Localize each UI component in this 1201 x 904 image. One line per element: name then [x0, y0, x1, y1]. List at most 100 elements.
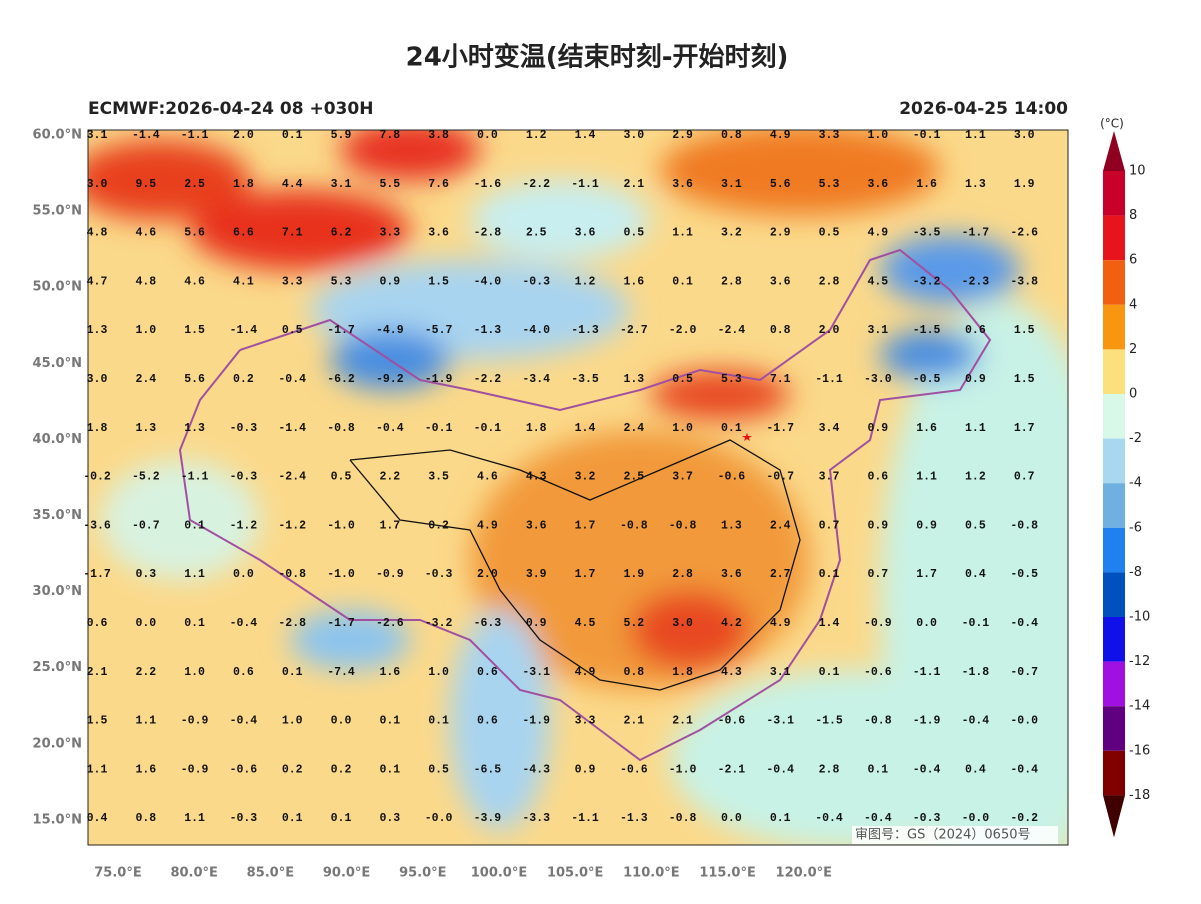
lat-label: 30.0°N: [33, 584, 82, 599]
station-value: 0.8: [623, 666, 644, 679]
map-frame: [87, 129, 1069, 846]
station-value: -7.4: [327, 666, 355, 679]
station-value: 2.0: [477, 568, 498, 581]
station-value: -3.0: [864, 373, 892, 386]
station-value: 0.7: [867, 568, 888, 581]
model-info: ECMWF:2026-04-24 08 +030H: [88, 99, 373, 119]
station-value: 5.9: [331, 129, 352, 142]
station-value: 7.1: [282, 227, 303, 240]
station-value: -6.2: [327, 373, 355, 386]
station-value: -0.1: [425, 422, 453, 435]
valid-time: 2026-04-25 14:00: [899, 99, 1068, 119]
station-value: -1.0: [327, 519, 355, 532]
station-value: 1.1: [184, 812, 205, 825]
station-value: -0.8: [669, 812, 697, 825]
station-value: 6.2: [331, 227, 352, 240]
station-value: 0.8: [721, 129, 742, 142]
station-value: -0.4: [766, 763, 794, 776]
lat-label: 40.0°N: [33, 432, 82, 447]
station-value: 1.7: [575, 568, 596, 581]
station-value: -1.4: [230, 324, 258, 337]
station-value: 1.7: [916, 568, 937, 581]
station-value: -2.8: [474, 227, 502, 240]
station-value: -0.4: [278, 373, 306, 386]
station-value: 3.0: [87, 178, 108, 191]
station-value: 2.1: [623, 178, 644, 191]
station-value: 0.1: [282, 666, 303, 679]
station-value: -0.2: [83, 471, 111, 484]
colorbar-label: -12: [1129, 654, 1150, 669]
station-value: 3.1: [867, 324, 888, 337]
station-value: 1.1: [965, 422, 986, 435]
station-value: 0.1: [282, 129, 303, 142]
station-value: 3.7: [672, 471, 693, 484]
station-value: -4.0: [522, 324, 550, 337]
station-value: 1.3: [623, 373, 644, 386]
colorbar-label: 10: [1129, 164, 1146, 179]
lon-label: 100.0°E: [471, 866, 528, 881]
colorbar-segment: [1103, 483, 1125, 528]
station-value: 1.4: [575, 422, 596, 435]
colorbar-segment: [1103, 706, 1125, 751]
station-value: 1.6: [135, 763, 156, 776]
station-value: 0.5: [428, 763, 449, 776]
colorbar-segment: [1103, 349, 1125, 394]
lon-label: 110.0°E: [623, 866, 680, 881]
station-value: 1.3: [965, 178, 986, 191]
colorbar-unit: (°C): [1100, 117, 1124, 131]
station-value: 0.1: [867, 763, 888, 776]
station-value: 2.5: [526, 227, 547, 240]
station-value: -1.3: [474, 324, 502, 337]
station-value: -0.5: [913, 373, 941, 386]
station-value: -1.7: [83, 568, 111, 581]
station-value: 0.2: [282, 763, 303, 776]
station-value: 1.4: [575, 129, 596, 142]
station-value: 0.6: [87, 617, 108, 630]
station-value: 0.4: [965, 763, 986, 776]
lon-label: 90.0°E: [323, 866, 370, 881]
station-value: -0.7: [766, 471, 794, 484]
colorbar-arrow: [1103, 131, 1125, 171]
station-value: -0.3: [425, 568, 453, 581]
station-value: -0.5: [1010, 568, 1038, 581]
station-value: 1.2: [526, 129, 547, 142]
station-value: 5.3: [331, 275, 352, 288]
station-value: 1.5: [87, 715, 108, 728]
station-value: -0.9: [181, 763, 209, 776]
station-value: 1.2: [575, 275, 596, 288]
station-value: 0.1: [819, 666, 840, 679]
station-value: -0.7: [1010, 666, 1038, 679]
station-value: 2.2: [379, 471, 400, 484]
station-value: 0.1: [721, 422, 742, 435]
station-value: 0.9: [916, 519, 937, 532]
station-value: -3.1: [522, 666, 550, 679]
station-value: -4.3: [522, 763, 550, 776]
station-value: -0.4: [962, 715, 990, 728]
station-value: 4.9: [867, 227, 888, 240]
station-value: -0.8: [327, 422, 355, 435]
station-value: 0.5: [331, 471, 352, 484]
station-value: 4.6: [477, 471, 498, 484]
station-value: 2.8: [819, 275, 840, 288]
station-value: -3.9: [474, 812, 502, 825]
approval-number: 审图号：GS（2024）0650号: [855, 828, 1031, 843]
station-value: 0.6: [477, 715, 498, 728]
station-value: 1.3: [135, 422, 156, 435]
lon-label: 85.0°E: [247, 866, 294, 881]
station-value: -0.1: [474, 422, 502, 435]
station-value: -4.0: [474, 275, 502, 288]
station-value: 1.1: [672, 227, 693, 240]
colorbar-label: -18: [1129, 788, 1150, 803]
station-value: -0.3: [230, 471, 258, 484]
station-value: 0.2: [233, 373, 254, 386]
station-value: 0.1: [770, 812, 791, 825]
station-value: 3.4: [819, 422, 840, 435]
station-value: -0.4: [230, 715, 258, 728]
station-value: 3.3: [379, 227, 400, 240]
station-value: 3.1: [770, 666, 791, 679]
station-value: 3.6: [526, 519, 547, 532]
station-value: 5.2: [623, 617, 644, 630]
station-value: 1.8: [672, 666, 693, 679]
station-value: -0.3: [913, 812, 941, 825]
colorbar-segment: [1103, 260, 1125, 305]
